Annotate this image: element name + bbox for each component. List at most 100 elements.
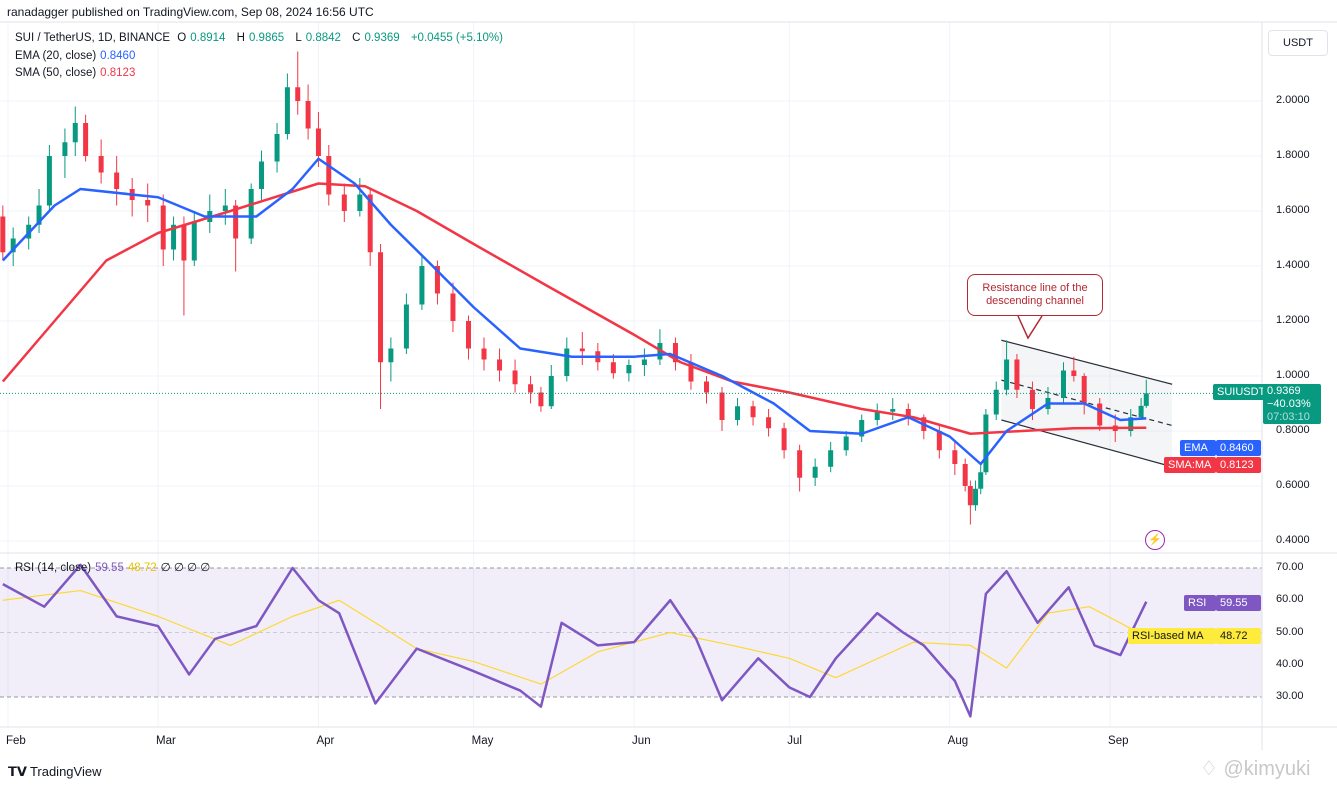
candle-body [812, 466, 818, 478]
candle-body [978, 472, 984, 489]
candle-body [1128, 417, 1134, 431]
close-label: C [352, 32, 361, 44]
annotation-pointer [1017, 315, 1043, 340]
month-label: May [471, 735, 494, 747]
sma-tag-label: SMA:MA [1164, 457, 1216, 473]
candle [305, 84, 311, 140]
candle-body [538, 392, 544, 407]
candle [0, 205, 6, 261]
candle [1081, 373, 1087, 415]
lightning-icon[interactable]: ⚡ [1145, 530, 1165, 550]
candle-body [10, 238, 16, 253]
candle [1004, 340, 1010, 396]
candle-body [98, 156, 104, 173]
candle [36, 189, 42, 233]
candle [859, 414, 865, 442]
candle-body [434, 266, 440, 294]
candle [735, 398, 741, 426]
candle-body [295, 87, 301, 101]
candle [191, 211, 197, 266]
candle-body [983, 414, 989, 473]
candle-body [62, 142, 68, 156]
candle [62, 128, 68, 178]
ohlc-low: L 0.8842 [295, 32, 345, 44]
price-tick: 1.8000 [1276, 149, 1310, 161]
candle-body [181, 224, 187, 261]
channel-upper-line [1001, 339, 1173, 385]
price-tick: 1.6000 [1276, 204, 1310, 216]
candle [72, 106, 78, 156]
candle-body [688, 362, 694, 382]
candle [1138, 398, 1144, 420]
candle [434, 260, 440, 305]
price-tick: 0.8000 [1276, 424, 1310, 436]
open-value: 0.8914 [190, 32, 226, 44]
ema-legend[interactable]: EMA (20, close) 0.8460 [15, 50, 139, 62]
candle [548, 365, 554, 409]
candle-body [797, 450, 803, 478]
candle [341, 183, 347, 222]
ema20-line [1, 157, 1147, 466]
candle [145, 183, 151, 222]
candle-body [967, 486, 973, 506]
candle-body [46, 156, 52, 206]
rsi-tick: 60.00 [1276, 593, 1304, 606]
candle [528, 376, 534, 404]
candle-body [828, 450, 834, 467]
symbol-tag: SUIUSDT [1213, 384, 1270, 400]
candle [641, 348, 647, 376]
candle-body [962, 464, 968, 486]
rsi-legend-value: 59.55 [95, 562, 124, 574]
month-label: Mar [156, 735, 176, 747]
candle [688, 354, 694, 390]
candle [388, 337, 394, 382]
candle [207, 194, 213, 233]
rsi-legend[interactable]: RSI (14, close) 59.55 48.72 ∅ ∅ ∅ ∅ [15, 560, 214, 574]
candle-body [171, 224, 177, 250]
candle-body [1081, 376, 1087, 404]
sma-legend[interactable]: SMA (50, close) 0.8123 [15, 67, 139, 79]
ema-tag-label: EMA [1180, 440, 1216, 456]
candle [259, 150, 265, 200]
rsi-tick: 70.00 [1276, 561, 1304, 573]
candle-body [160, 205, 166, 250]
low-label: L [295, 32, 302, 44]
annotation-callout[interactable]: Resistance line of the descending channe… [967, 274, 1103, 316]
candle-body [326, 156, 332, 195]
candle-body [843, 436, 849, 451]
ohlc-close: C 0.9369 [352, 32, 404, 44]
candle [564, 337, 570, 382]
tradingview-logo[interactable]: 𝗧𝗩 TradingView [8, 764, 101, 780]
month-label: Jun [632, 735, 651, 747]
watermark-text: @kimyuki [1223, 758, 1311, 780]
candle-body [750, 406, 756, 418]
price-tick: 0.6000 [1276, 479, 1310, 491]
candle-body [497, 359, 503, 371]
candle-body [719, 392, 725, 420]
candle [481, 337, 487, 371]
high-value: 0.9865 [248, 32, 285, 44]
candle [905, 403, 911, 426]
candle-body [388, 348, 394, 363]
candle-body [1004, 359, 1010, 390]
symbol-legend[interactable]: SUI / TetherUS, 1D, BINANCE O 0.8914 H 0.9… [15, 32, 507, 44]
low-value: 0.8842 [305, 32, 341, 44]
tv-logo-icon: 𝗧𝗩 [8, 764, 27, 779]
candle-body [781, 428, 787, 451]
candle [419, 255, 425, 310]
candle [295, 51, 301, 115]
candle [248, 183, 254, 244]
candle-body [626, 365, 632, 374]
month-label: Feb [6, 735, 26, 747]
candle-body [233, 205, 239, 239]
currency-button[interactable]: USDT [1268, 30, 1328, 56]
candle [1014, 354, 1020, 398]
candle-body [735, 406, 741, 420]
candle [10, 227, 16, 266]
candle-body [641, 359, 647, 365]
candle-body [357, 194, 363, 211]
candle [1060, 362, 1066, 404]
candle [967, 480, 973, 525]
candle-body [248, 189, 254, 239]
